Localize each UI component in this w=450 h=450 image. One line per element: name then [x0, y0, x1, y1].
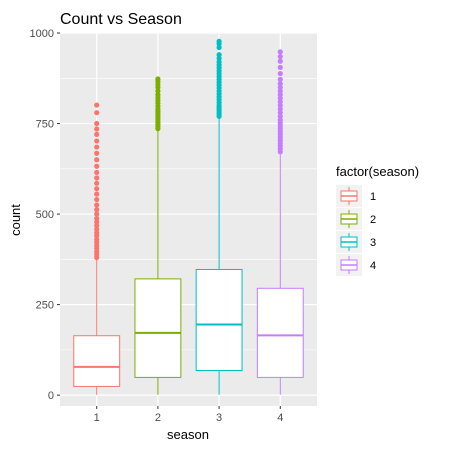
x-tick-label: 1 — [94, 412, 100, 424]
outlier-point — [216, 44, 222, 51]
outlier-point — [94, 202, 100, 208]
outlier-point — [277, 53, 283, 60]
outlier-point — [277, 95, 283, 101]
legend-label: 3 — [370, 237, 376, 249]
outlier-point — [155, 76, 161, 82]
box-body — [195, 268, 243, 372]
x-tick-label: 2 — [155, 412, 161, 424]
outlier-point — [94, 211, 100, 217]
outlier-point — [94, 215, 100, 222]
outlier-point — [277, 76, 283, 82]
outlier-point — [277, 81, 283, 87]
outlier-point — [94, 207, 100, 213]
outlier-point — [277, 70, 283, 77]
legend-label: 1 — [370, 191, 376, 203]
outlier-point — [277, 88, 283, 94]
box-season-3 — [195, 38, 243, 395]
y-axis-title: count — [8, 204, 23, 236]
outlier-point — [277, 117, 283, 123]
outlier-point — [94, 163, 100, 169]
outlier-point — [155, 91, 161, 98]
outlier-point — [94, 191, 100, 197]
x-tick-label: 4 — [277, 412, 283, 424]
outlier-point — [155, 88, 161, 94]
outlier-point — [216, 55, 222, 61]
outlier-point — [94, 126, 100, 132]
y-axis: 0 250 500 750 1000 — [30, 28, 60, 402]
outlier-point — [216, 59, 222, 65]
outlier-point — [94, 226, 100, 232]
box-body — [134, 278, 182, 378]
chart-title: Count vs Season — [60, 11, 182, 28]
legend-key-4: 4 — [336, 254, 376, 276]
outlier-point — [94, 219, 100, 225]
x-axis: 1 2 3 4 — [94, 406, 283, 424]
outlier-point — [94, 230, 100, 236]
legend-key-1: 1 — [336, 185, 376, 207]
outlier-point — [277, 106, 283, 112]
outlier-point — [94, 120, 100, 127]
outlier-point — [94, 169, 100, 176]
outlier-point — [277, 113, 283, 119]
y-tick-label: 750 — [36, 119, 54, 131]
y-tick-label: 250 — [36, 300, 54, 312]
outlier-point — [277, 49, 283, 55]
legend-key-2: 2 — [336, 208, 376, 230]
outlier-point — [277, 58, 283, 64]
box-body — [256, 287, 304, 378]
outlier-point — [94, 175, 100, 181]
legend-label: 2 — [370, 214, 376, 226]
outlier-point — [277, 110, 283, 116]
outlier-point — [94, 138, 100, 144]
box-season-2 — [134, 76, 182, 395]
y-tick-label: 1000 — [30, 28, 54, 40]
outlier-point — [277, 91, 283, 98]
outlier-point — [277, 84, 283, 90]
outlier-point — [277, 64, 283, 71]
legend: factor(season) 1 2 3 4 — [336, 164, 419, 276]
outlier-point — [277, 102, 283, 109]
outlier-point — [216, 52, 222, 58]
outlier-point — [94, 157, 100, 163]
legend-key-3: 3 — [336, 231, 376, 253]
outlier-point — [277, 99, 283, 105]
outlier-point — [94, 223, 100, 229]
outlier-point — [94, 131, 100, 137]
outlier-point — [94, 180, 100, 186]
box-season-4 — [256, 49, 304, 395]
legend-label: 4 — [370, 260, 376, 272]
outlier-point — [94, 144, 100, 150]
x-axis-title: season — [167, 427, 209, 442]
box-season-1 — [73, 102, 121, 395]
y-tick-label: 0 — [48, 390, 54, 402]
outlier-point — [94, 102, 100, 108]
outlier-point — [94, 110, 100, 116]
outlier-point — [94, 236, 100, 243]
outlier-point — [94, 186, 100, 192]
legend-title: factor(season) — [336, 164, 419, 179]
outlier-point — [94, 150, 100, 156]
outlier-point — [94, 196, 100, 203]
outlier-point — [216, 38, 222, 44]
box-body — [73, 335, 121, 387]
x-tick-label: 3 — [216, 412, 222, 424]
legend-keys: 1 2 3 4 — [336, 185, 376, 276]
y-tick-label: 500 — [36, 209, 54, 221]
boxes — [73, 38, 304, 395]
